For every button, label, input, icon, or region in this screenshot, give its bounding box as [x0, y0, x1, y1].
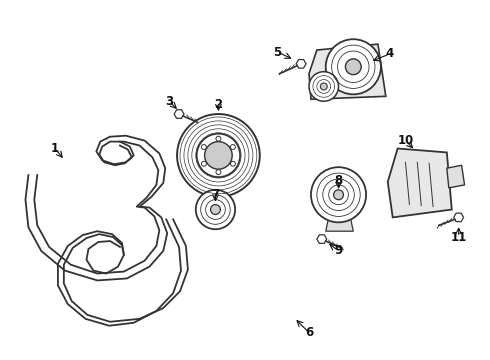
Circle shape — [216, 170, 221, 175]
Text: 7: 7 — [211, 188, 220, 201]
Circle shape — [197, 134, 240, 177]
Text: 8: 8 — [334, 174, 343, 186]
Circle shape — [230, 145, 235, 149]
Polygon shape — [317, 235, 327, 243]
Circle shape — [345, 59, 361, 75]
Circle shape — [311, 167, 366, 222]
Text: 10: 10 — [397, 134, 414, 147]
Polygon shape — [388, 148, 452, 217]
Polygon shape — [447, 165, 465, 188]
Circle shape — [334, 190, 343, 200]
Text: 11: 11 — [450, 231, 467, 244]
Text: 1: 1 — [51, 142, 59, 155]
Circle shape — [205, 141, 232, 169]
Circle shape — [177, 114, 260, 197]
Circle shape — [196, 190, 235, 229]
Circle shape — [216, 136, 221, 141]
Text: 5: 5 — [273, 45, 282, 59]
Text: 2: 2 — [214, 98, 222, 111]
Polygon shape — [309, 44, 386, 99]
Polygon shape — [174, 110, 184, 118]
Circle shape — [211, 204, 220, 215]
Polygon shape — [296, 59, 306, 68]
Circle shape — [320, 83, 327, 90]
Text: 6: 6 — [305, 326, 313, 339]
Circle shape — [309, 72, 339, 101]
Circle shape — [326, 39, 381, 94]
Text: 9: 9 — [334, 244, 343, 257]
Circle shape — [201, 145, 206, 149]
Polygon shape — [326, 217, 353, 231]
Text: 4: 4 — [386, 48, 394, 60]
Circle shape — [230, 161, 235, 166]
Circle shape — [201, 161, 206, 166]
Text: 3: 3 — [165, 95, 173, 108]
Polygon shape — [454, 213, 464, 222]
